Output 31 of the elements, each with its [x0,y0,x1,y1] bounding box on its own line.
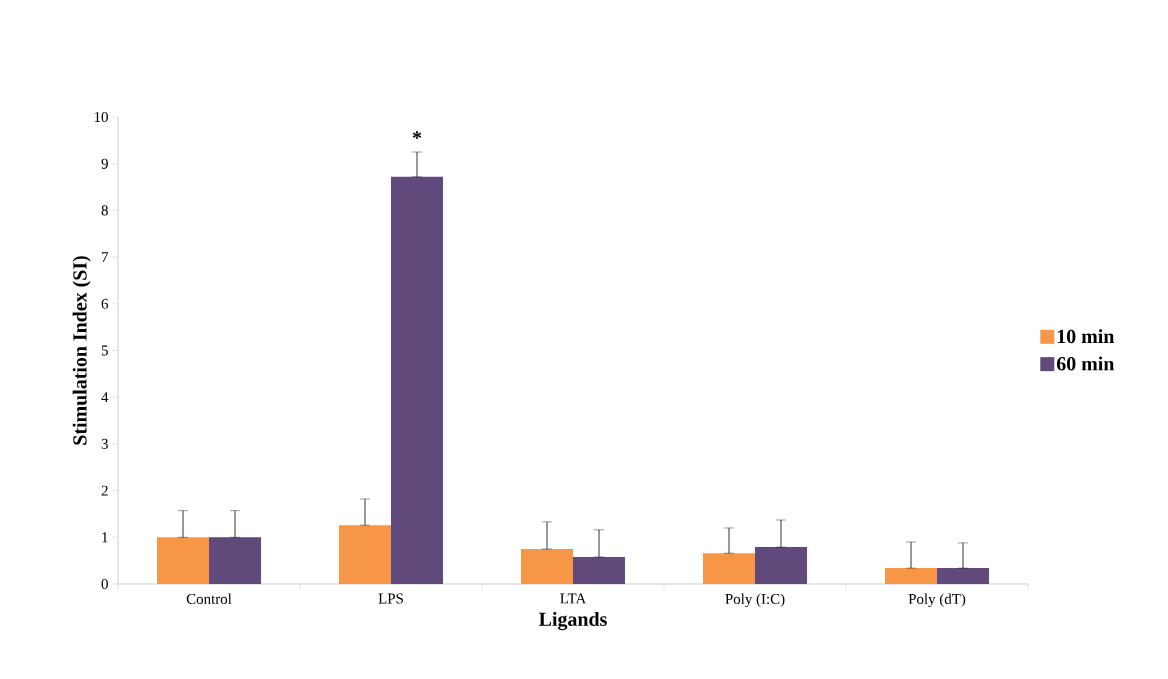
legend-label: 10 min [1057,329,1115,344]
bar [937,568,990,584]
legend-label: 60 min [1056,356,1115,371]
bar [157,537,210,584]
y-tick-label: 8 [101,205,108,216]
x-tick-label: Poly (I:C) [725,593,785,608]
x-tick-label: LTA [560,593,587,604]
annotation: * [412,131,422,139]
x-tick-label: LPS [378,593,403,604]
y-tick-label: 6 [101,298,109,309]
y-tick-label: 2 [101,485,108,496]
bar [339,525,392,584]
y-tick-label: 4 [101,392,109,403]
y-tick-label: 10 [94,111,108,123]
x-tick-label: Control [186,593,232,605]
bar [573,556,626,584]
y-tick-label: 0 [101,578,108,590]
bar [703,553,756,584]
x-axis-title: Ligands [539,611,607,631]
bar [755,547,808,584]
x-tick-label: Poly (dT) [908,593,966,608]
bar [209,537,262,584]
y-tick-label: 9 [101,158,108,169]
y-tick-label: 7 [102,252,109,262]
y-tick-label: 1 [102,532,108,543]
y-tick-label: 5 [101,345,108,356]
y-axis-title: Stimulation Index (SI) [72,256,91,445]
bar [885,568,938,584]
y-tick-label: 3 [101,438,108,449]
bar [391,176,444,584]
bar [521,548,574,584]
